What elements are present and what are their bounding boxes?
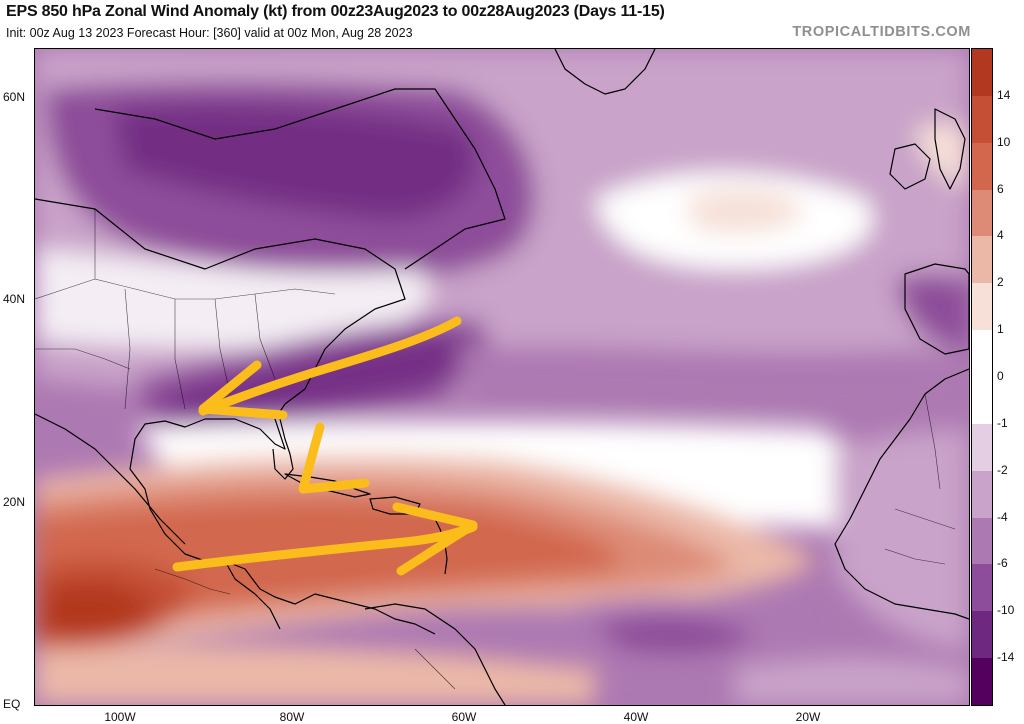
lat-label-20n: 20N bbox=[3, 495, 26, 509]
eastward-arrow bbox=[172, 522, 478, 572]
lat-label-60n: 60N bbox=[3, 90, 26, 104]
colorbar-tick-label: -2 bbox=[997, 462, 1008, 477]
colorbar-segment bbox=[972, 517, 992, 565]
colorbar-segment bbox=[972, 377, 992, 425]
lat-label-eq: EQ bbox=[3, 697, 21, 711]
map-title: EPS 850 hPa Zonal Wind Anomaly (kt) from… bbox=[6, 3, 665, 20]
colorbar-segment bbox=[972, 470, 992, 519]
colorbar-segment bbox=[972, 236, 992, 284]
colorbar-segment bbox=[972, 564, 992, 612]
colorbar-tick-label: 6 bbox=[997, 181, 1004, 196]
lon-label-100w: 100W bbox=[104, 710, 136, 724]
colorbar-tick-label: 1 bbox=[997, 322, 1004, 337]
colorbar-tick-label: 4 bbox=[997, 228, 1004, 243]
annotations bbox=[172, 316, 478, 576]
colorbar-tick-label: -1 bbox=[997, 415, 1008, 430]
westward-arrow bbox=[198, 316, 462, 416]
colorbar-segment bbox=[972, 283, 992, 331]
lon-label-80w: 80W bbox=[279, 710, 305, 724]
colorbar bbox=[971, 48, 993, 706]
map-subtitle: Init: 00z Aug 13 2023 Forecast Hour: [36… bbox=[6, 26, 413, 40]
colorbar-tick-label: 14 bbox=[997, 87, 1011, 102]
colorbar-segment bbox=[972, 189, 992, 237]
eastward-arrow-head bbox=[392, 502, 478, 576]
lon-label-40w: 40W bbox=[623, 710, 649, 724]
map-area bbox=[34, 48, 970, 706]
wind-anomaly-map bbox=[35, 49, 969, 705]
colorbar-tick-label: -14 bbox=[997, 650, 1015, 665]
caribbean-l-mark bbox=[298, 422, 370, 494]
colorbar-segment bbox=[972, 330, 992, 378]
lon-label-20w: 20W bbox=[795, 710, 821, 724]
colorbar-segment bbox=[972, 611, 992, 659]
colorbar-segment bbox=[972, 49, 992, 97]
colorbar-segment bbox=[972, 423, 992, 472]
colorbar-tick-label: -10 bbox=[997, 603, 1015, 618]
colorbar-tick-label: 2 bbox=[997, 275, 1004, 290]
lat-label-40n: 40N bbox=[3, 292, 26, 306]
colorbar-segment bbox=[972, 658, 992, 705]
political-borders bbox=[35, 209, 956, 690]
brand-watermark: TROPICALTIDBITS.COM bbox=[792, 24, 971, 40]
colorbar-segment bbox=[972, 95, 992, 144]
colorbar-tick-label: -4 bbox=[997, 509, 1008, 524]
colorbar-tick-label: -6 bbox=[997, 556, 1008, 571]
colorbar-segment bbox=[972, 142, 992, 191]
anomaly-shading bbox=[35, 49, 969, 705]
westward-arrow-head bbox=[198, 360, 288, 420]
coastlines bbox=[35, 49, 969, 705]
colorbar-tick-label: 0 bbox=[997, 369, 1004, 383]
colorbar-tick-label: 10 bbox=[997, 134, 1011, 149]
lon-label-60w: 60W bbox=[451, 710, 477, 724]
